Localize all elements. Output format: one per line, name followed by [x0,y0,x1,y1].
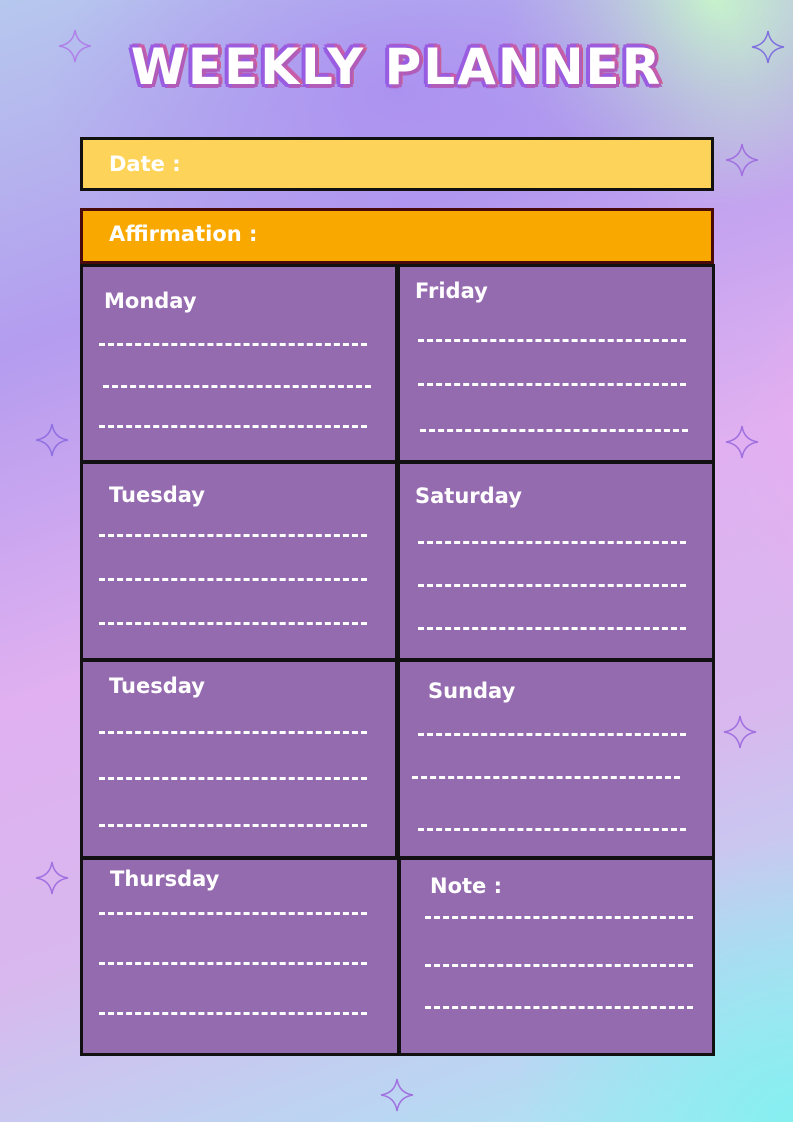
sparkle-icon [751,30,785,64]
monday-label: Monday [104,289,197,313]
writing-line [99,534,367,537]
writing-line [99,912,367,915]
note-cell[interactable]: Note : [398,857,715,1056]
saturday-label: Saturday [415,484,522,508]
writing-line [99,343,367,346]
writing-line [418,383,686,386]
sparkle-icon [380,1078,414,1112]
tuesday-label-2: Tuesday [109,674,205,698]
writing-line [99,578,367,581]
writing-line [418,733,686,736]
sparkle-icon [35,423,69,457]
sparkle-icon [725,425,759,459]
sparkle-icon [725,143,759,177]
friday-label: Friday [415,279,488,303]
date-field[interactable]: Date : [80,137,714,191]
writing-line [418,828,686,831]
sunday-cell[interactable]: Sunday [397,659,715,859]
sparkle-icon [723,715,757,749]
writing-line [425,916,693,919]
writing-line [99,425,367,428]
thursday-label: Thursday [110,867,220,891]
thursday-cell[interactable]: Thursday [80,857,400,1056]
writing-line [420,429,688,432]
writing-line [412,776,680,779]
saturday-cell[interactable]: Saturday [397,461,715,661]
writing-line [418,339,686,342]
sparkle-icon [58,29,92,63]
writing-line [99,777,367,780]
writing-line [418,627,686,630]
tuesday-cell[interactable]: Tuesday [80,461,398,661]
writing-line [425,1006,693,1009]
writing-line [99,622,367,625]
page-title: WEEKLY PLANNER [130,38,663,96]
writing-line [418,584,686,587]
writing-line [418,541,686,544]
writing-line [103,385,371,388]
tuesday-label: Tuesday [109,483,205,507]
writing-line [425,964,693,967]
writing-line [99,824,367,827]
writing-line [99,731,367,734]
monday-cell[interactable]: Monday [80,264,398,463]
tuesday-cell-2[interactable]: Tuesday [80,659,398,859]
sparkle-icon [35,861,69,895]
date-label: Date : [109,152,181,176]
friday-cell[interactable]: Friday [397,264,715,463]
writing-line [99,962,367,965]
affirmation-label: Affirmation : [109,222,258,246]
affirmation-field[interactable]: Affirmation : [80,208,714,264]
sunday-label: Sunday [428,679,516,703]
note-label: Note : [430,874,502,898]
writing-line [99,1012,367,1015]
